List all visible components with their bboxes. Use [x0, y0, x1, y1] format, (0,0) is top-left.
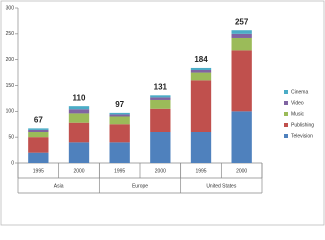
bar-segment	[190, 72, 212, 81]
legend-swatch	[284, 134, 288, 138]
bar-segment	[150, 97, 171, 100]
bar-segment	[150, 132, 171, 163]
y-tick-label: 100	[6, 109, 15, 115]
total-label: 110	[73, 93, 86, 102]
y-tick-label: 250	[6, 31, 15, 37]
bar-segment	[231, 33, 252, 38]
legend-label: Cinema	[291, 89, 308, 95]
legend-swatch	[284, 90, 288, 94]
bar-segment	[28, 128, 49, 130]
bar-segment	[231, 30, 252, 34]
x-tick-label: 1995	[195, 168, 206, 174]
bar-segment	[150, 99, 171, 109]
legend-swatch	[284, 112, 288, 116]
bar-segment	[231, 111, 252, 163]
x-tick-label: 2000	[236, 168, 247, 174]
y-tick-label: 200	[6, 57, 15, 63]
x-tick-label: 1995	[114, 168, 125, 174]
y-tick-label: 0	[11, 160, 14, 166]
bar-segment	[28, 152, 49, 163]
group-label: Europe	[132, 183, 148, 189]
chart: 0 50 100 150 200 250 300 Asia Europe United State…	[0, 0, 325, 226]
bar-segment	[68, 113, 90, 123]
bar-segment	[190, 132, 212, 163]
total-label: 67	[34, 115, 43, 124]
bar-segment	[68, 109, 90, 114]
bar-segment	[109, 112, 130, 115]
legend-label: Publishing	[291, 122, 314, 128]
y-tick-label: 300	[6, 5, 15, 11]
x-tick-label: 2000	[73, 168, 84, 174]
bar-segment	[190, 67, 212, 70]
bar-segment	[109, 124, 130, 143]
legend-label: Video	[291, 100, 304, 106]
x-tick-label: 2000	[155, 168, 166, 174]
x-tick-label: 1995	[33, 168, 44, 174]
total-label: 184	[194, 55, 208, 64]
total-label: 97	[115, 100, 124, 109]
y-tick-label: 150	[6, 83, 15, 89]
bar-segment	[150, 108, 171, 132]
group-label: Asia	[54, 183, 64, 189]
bar-segment	[231, 50, 252, 112]
bar-segment	[231, 37, 252, 51]
group-label: United States	[206, 183, 237, 189]
total-label: 257	[235, 17, 249, 26]
legend-label: Television	[291, 133, 313, 139]
bar-segment	[109, 116, 130, 125]
bar-segment	[190, 70, 212, 73]
bar-segment	[68, 122, 90, 143]
bar-segment	[109, 142, 130, 163]
legend-label: Music	[291, 111, 305, 117]
bar-segment	[68, 142, 90, 163]
bar-segment	[28, 137, 49, 153]
bar-segment	[68, 106, 90, 110]
bar-segment	[190, 80, 212, 132]
bar-segment	[109, 114, 130, 117]
legend-swatch	[284, 123, 288, 127]
y-tick-label: 50	[8, 134, 14, 140]
total-label: 131	[154, 82, 168, 91]
legend-swatch	[284, 101, 288, 105]
bar-segment	[28, 129, 49, 132]
bar-segment	[28, 132, 49, 138]
bar-segment	[150, 95, 171, 98]
